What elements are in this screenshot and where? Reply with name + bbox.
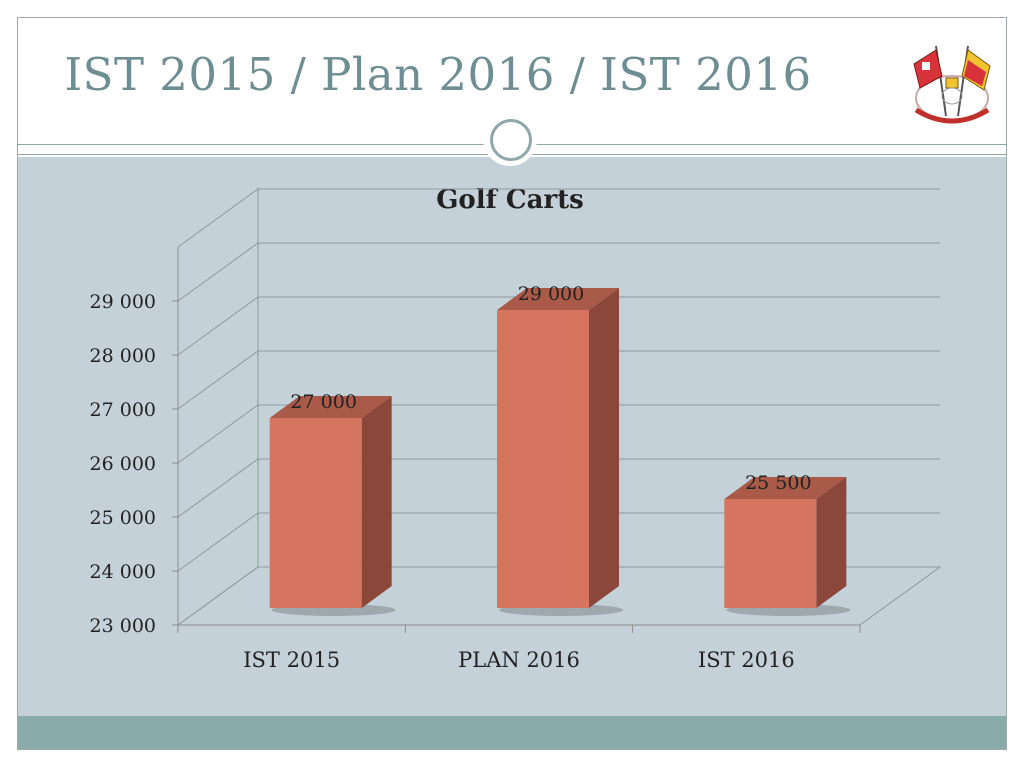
y-tick-label: 27 000 bbox=[90, 399, 156, 421]
gridline bbox=[177, 404, 940, 464]
bar-side bbox=[816, 477, 847, 608]
category-label: IST 2015 bbox=[243, 648, 340, 672]
data-label: 27 000 bbox=[290, 391, 356, 413]
category-label: PLAN 2016 bbox=[458, 648, 580, 672]
y-tick-label: 26 000 bbox=[90, 453, 156, 475]
chart-title: Golf Carts bbox=[436, 185, 584, 215]
golf-club-logo-icon bbox=[913, 45, 991, 124]
bar-side bbox=[589, 288, 619, 608]
gridline bbox=[177, 512, 940, 572]
y-tick-label: 29 000 bbox=[90, 291, 156, 313]
bar-top bbox=[497, 288, 619, 310]
labels: 23 000 24 000 25 000 26 000 27 000 28 000 29 0… bbox=[90, 283, 812, 672]
bar-side bbox=[361, 396, 392, 608]
slide-title: IST 2015 / Plan 2016 / IST 2016 bbox=[64, 48, 812, 101]
data-label: 29 000 bbox=[518, 283, 584, 305]
y-tick-label: 24 000 bbox=[90, 561, 156, 583]
gridline bbox=[177, 566, 940, 626]
bar-ist-2015 bbox=[269, 396, 396, 616]
slide: IST 2015 / Plan 2016 / IST 2016 bbox=[17, 17, 1007, 750]
bar-front bbox=[497, 310, 589, 608]
bars bbox=[269, 288, 851, 616]
axes bbox=[172, 247, 861, 633]
bar-ist-2016 bbox=[724, 477, 851, 616]
data-label: 25 500 bbox=[745, 472, 811, 494]
bar-plan-2016 bbox=[497, 288, 623, 616]
y-tick-label: 23 000 bbox=[90, 615, 156, 637]
gridline bbox=[177, 458, 940, 518]
bar-front bbox=[269, 418, 362, 608]
divider-ring-icon bbox=[483, 112, 537, 166]
bar-top bbox=[724, 477, 847, 499]
y-tick-label: 25 000 bbox=[90, 507, 156, 529]
bar-top bbox=[269, 396, 392, 418]
category-label: IST 2016 bbox=[698, 648, 795, 672]
gridline bbox=[177, 350, 940, 410]
y-tick-label: 28 000 bbox=[90, 345, 156, 367]
gridlines bbox=[177, 187, 942, 626]
bar-front bbox=[724, 499, 817, 608]
gridline bbox=[177, 296, 940, 356]
bottom-band bbox=[18, 716, 1006, 749]
gridline bbox=[177, 188, 940, 248]
gridline bbox=[177, 242, 940, 302]
